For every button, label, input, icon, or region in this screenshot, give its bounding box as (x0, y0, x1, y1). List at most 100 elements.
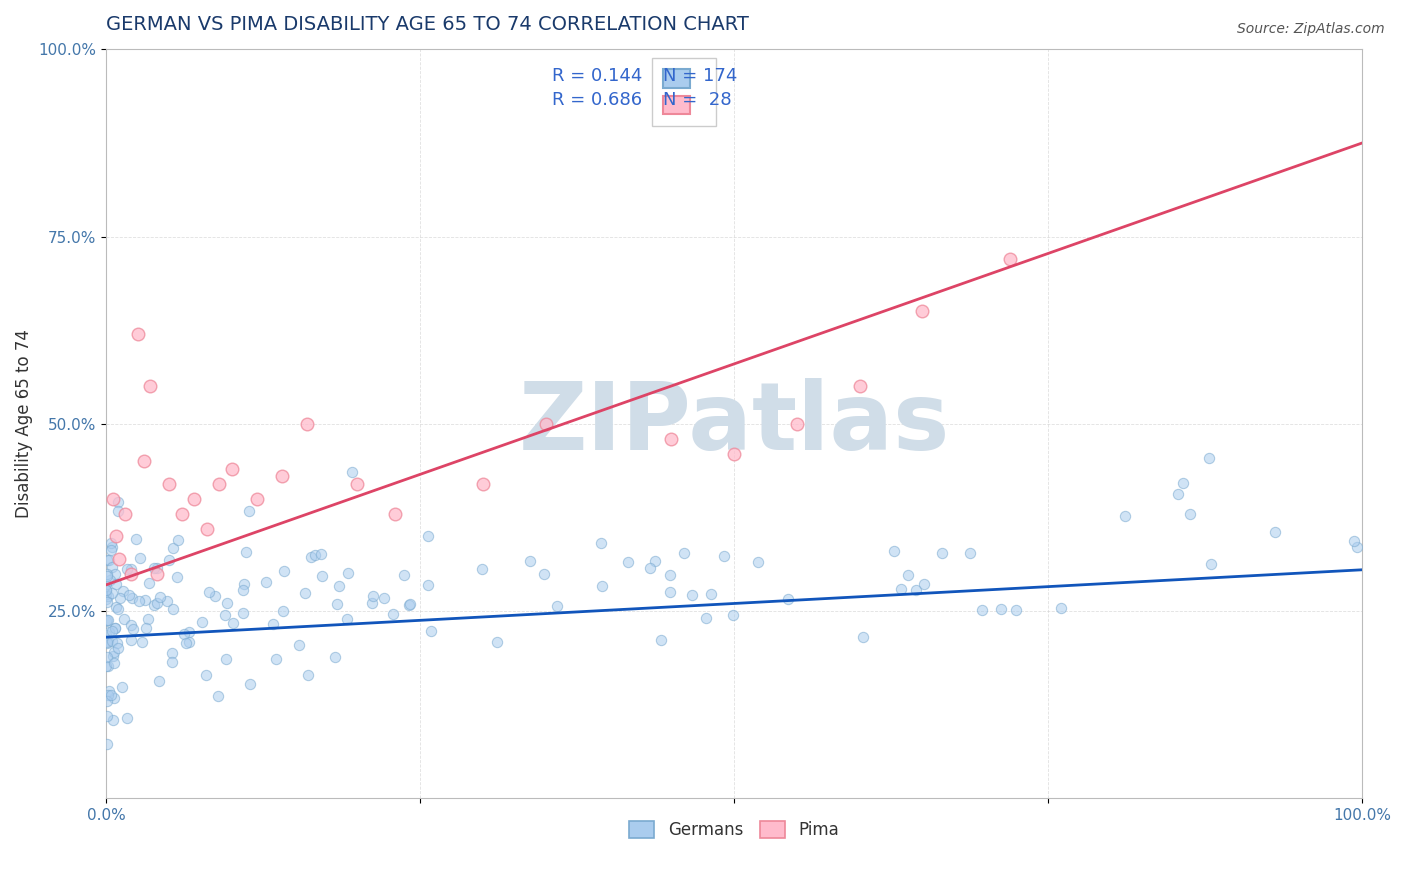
Point (107, 602, 129, 616)
Point (177, 635, 200, 649)
Point (311, 569, 333, 583)
Point (128, 551, 150, 566)
Point (361, 589, 384, 603)
Point (120, 618, 142, 632)
Point (96, 576, 118, 591)
Point (398, 598, 420, 612)
Point (97, 684, 120, 698)
Point (638, 561, 661, 575)
Point (101, 586, 124, 600)
Point (101, 648, 124, 663)
Point (145, 566, 167, 581)
Point (96, 587, 118, 601)
Point (215, 652, 238, 666)
Point (384, 507, 406, 521)
Point (294, 586, 316, 600)
Point (990, 602, 1012, 616)
Point (299, 550, 322, 565)
Point (533, 566, 555, 581)
Point (1198, 450, 1220, 465)
Point (373, 591, 395, 606)
Point (100, 543, 122, 558)
Point (103, 656, 125, 670)
Point (288, 638, 311, 652)
Point (160, 646, 183, 660)
Point (97, 689, 120, 703)
Point (96, 592, 118, 607)
Point (174, 636, 197, 650)
Point (890, 582, 912, 596)
Point (108, 591, 131, 606)
Point (98, 553, 121, 567)
Point (659, 432, 682, 446)
Point (96, 659, 118, 673)
Text: Source: ZipAtlas.com: Source: ZipAtlas.com (1237, 22, 1385, 37)
Point (848, 379, 870, 393)
Point (96, 595, 118, 609)
Point (650, 632, 672, 647)
Point (132, 454, 155, 468)
Point (167, 533, 190, 548)
Point (104, 621, 127, 635)
Point (98, 574, 121, 588)
Point (1050, 600, 1073, 615)
Text: ZIPatlas: ZIPatlas (519, 378, 950, 470)
Point (328, 579, 350, 593)
Point (420, 624, 443, 638)
Point (125, 532, 148, 546)
Point (1167, 487, 1189, 501)
Point (105, 529, 128, 543)
Point (173, 627, 195, 641)
Text: N =  28: N = 28 (662, 91, 731, 110)
Point (699, 587, 721, 601)
Point (1343, 533, 1365, 548)
Point (96, 582, 118, 597)
Point (170, 507, 193, 521)
Point (104, 567, 127, 582)
Point (262, 617, 284, 632)
Point (271, 604, 294, 618)
Point (96, 566, 118, 581)
Point (146, 561, 169, 575)
Point (100, 540, 122, 554)
Point (546, 599, 568, 614)
Point (112, 583, 135, 598)
Point (96, 636, 118, 650)
Point (217, 596, 239, 610)
Point (100, 560, 122, 574)
Point (96, 590, 118, 604)
Point (96, 614, 118, 628)
Point (883, 543, 905, 558)
Point (146, 596, 169, 610)
Point (103, 645, 125, 659)
Point (195, 668, 218, 682)
Point (96, 709, 118, 723)
Point (1000, 252, 1022, 266)
Point (472, 476, 495, 491)
Point (96, 650, 118, 665)
Point (118, 589, 141, 603)
Point (115, 711, 138, 725)
Point (96, 737, 118, 751)
Point (105, 577, 128, 591)
Point (156, 593, 179, 607)
Text: R = 0.144: R = 0.144 (553, 68, 643, 86)
Point (100, 535, 122, 549)
Point (644, 554, 666, 568)
Point (486, 634, 509, 648)
Point (177, 624, 200, 639)
Point (135, 621, 157, 635)
Point (107, 641, 129, 656)
Point (723, 447, 745, 461)
Point (138, 612, 160, 626)
Text: N = 174: N = 174 (662, 68, 737, 86)
Point (127, 326, 149, 341)
Point (96, 583, 118, 598)
Point (295, 417, 318, 431)
Point (309, 548, 332, 562)
Point (264, 652, 287, 666)
Point (897, 567, 920, 582)
Point (198, 584, 221, 599)
Point (326, 597, 349, 611)
Point (114, 507, 136, 521)
